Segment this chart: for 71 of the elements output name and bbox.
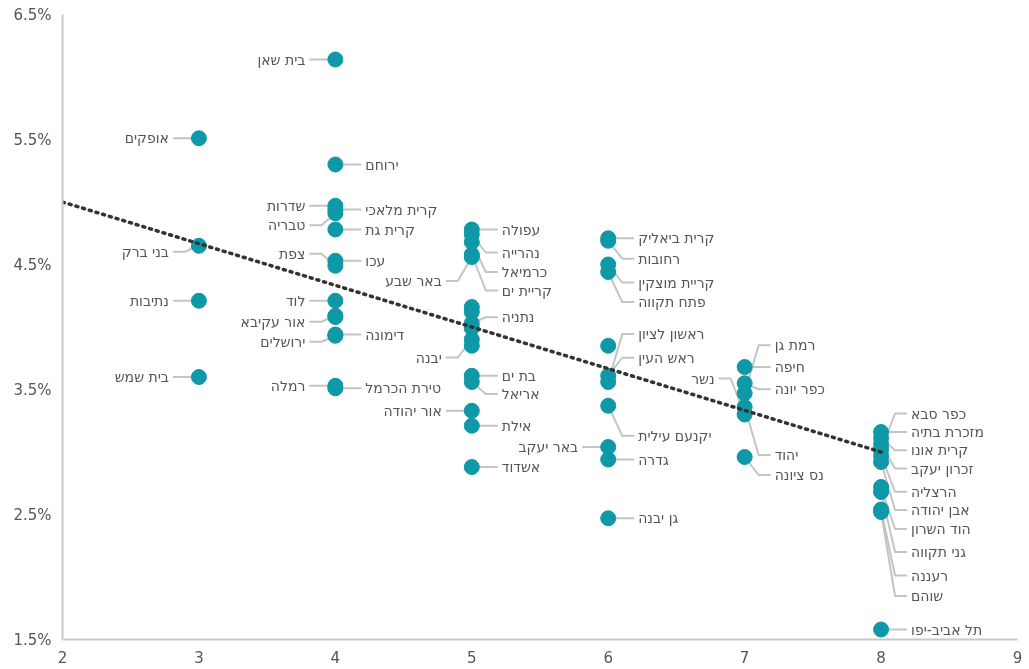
annotation: אופקים (124, 130, 169, 147)
annotation: רחובות (638, 250, 681, 267)
annotation: בית שאן (257, 51, 306, 68)
annotation: אילת (501, 417, 532, 434)
annotation: קריית מוצקין (638, 274, 715, 291)
x-tick-label: 9 (1012, 648, 1023, 667)
annotation: נשר (691, 370, 715, 387)
annotation: דימונה (365, 326, 405, 343)
annotation: כרמיאל (501, 264, 548, 280)
annotation: גני תקווה (911, 544, 967, 560)
annotation: אבן יהודה (911, 502, 970, 518)
annotation: ירושלים (260, 333, 306, 350)
annotation: גדרה (638, 451, 669, 468)
x-tick-label: 3 (194, 648, 204, 667)
annotation: באר יעקב (518, 439, 579, 455)
annotation: אור עקיבא (240, 313, 306, 330)
annotation: זכרון יעקב (911, 460, 974, 477)
annotation: הרצליה (911, 483, 957, 500)
annotation: נס ציונה (774, 467, 824, 483)
x-tick-label: 6 (603, 648, 613, 667)
annotation: נהרייה (501, 244, 540, 261)
annotation: באר שבע (385, 273, 442, 289)
annotation: רעננה (911, 567, 949, 584)
annotation: יקנעם עילית (638, 427, 712, 444)
x-tick-label: 5 (467, 648, 477, 667)
annotation: קרית מלאכי (365, 201, 438, 218)
y-tick-label: 1.5% (13, 630, 52, 649)
annotation: חיפה (774, 359, 805, 375)
annotation: נתיבות (129, 292, 169, 309)
x-tick-label: 4 (330, 648, 341, 667)
annotation: לוד (285, 292, 306, 309)
annotation: כפר סבא (911, 405, 967, 422)
y-tick-label: 2.5% (13, 505, 52, 524)
annotation: יבנה (415, 349, 442, 366)
annotation: רמת גן (774, 337, 816, 354)
annotation: הוד השרון (911, 521, 971, 537)
y-tick-label: 3.5% (13, 380, 52, 399)
annotation: בית שמש (114, 369, 169, 385)
annotation: אשדוד (501, 459, 541, 475)
y-tick-label: 5.5% (13, 130, 52, 149)
annotation: עפולה (501, 221, 541, 238)
annotation: ראש העין (638, 349, 695, 366)
y-tick-label: 6.5% (13, 5, 52, 24)
annotation: אריאל (501, 386, 540, 402)
annotation: טירת הכרמל (365, 380, 442, 397)
annotation: צפת (279, 245, 306, 262)
annotation: קריית ים (501, 282, 552, 299)
annotation: קרית ביאליק (638, 230, 715, 247)
x-tick-label: 2 (57, 648, 68, 667)
annotation: קרית אונו (911, 442, 969, 459)
annotation: אור יהודה (383, 402, 442, 419)
annotation: קרית גת (365, 221, 415, 238)
annotation: יהוד (774, 447, 799, 463)
annotation: כפר יונה (774, 381, 825, 398)
annotation: שדרות (266, 197, 306, 214)
annotation: עכו (365, 252, 386, 269)
y-tick-label: 4.5% (13, 255, 52, 274)
annotation: שוהם (911, 588, 944, 604)
annotation: ראשון לציון (638, 326, 705, 342)
x-tick-label: 8 (876, 648, 886, 667)
annotation: ירוחם (365, 156, 399, 173)
annotation: רמלה (270, 377, 306, 394)
annotation: בני ברק (121, 243, 169, 260)
annotation: פתח תקווה (638, 294, 706, 310)
annotation: בת ים (501, 367, 536, 384)
annotation: תל אביב-יפו (911, 621, 983, 638)
annotation: גן יבנה (638, 510, 679, 527)
x-tick-label: 7 (739, 648, 750, 667)
annotation: נתניה (501, 309, 535, 326)
annotation: מזכרת בתיה (911, 424, 984, 440)
annotation: טבריה (268, 217, 306, 234)
